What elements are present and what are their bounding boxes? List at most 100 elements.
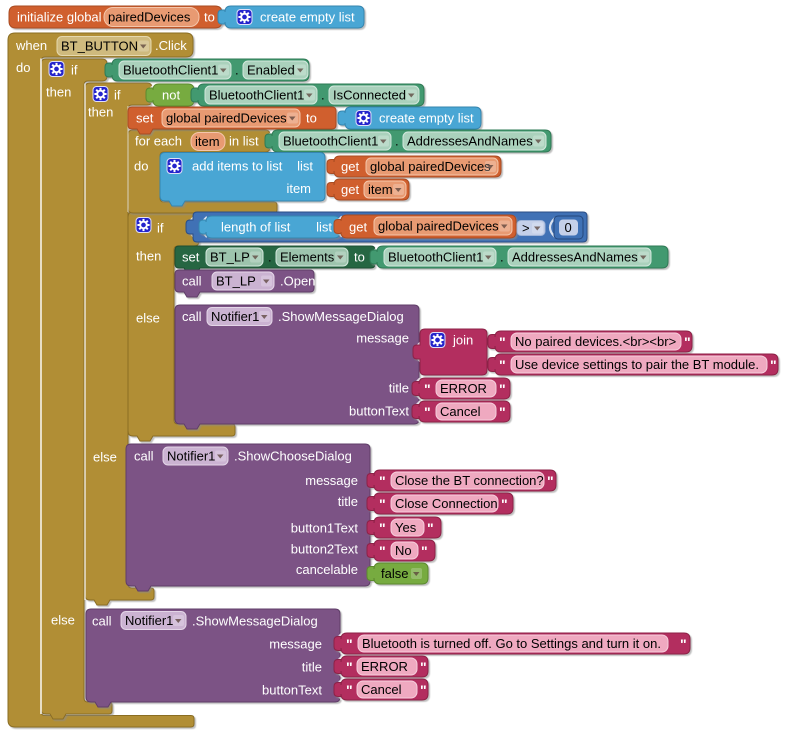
- svg-text:IsConnected: IsConnected: [333, 88, 406, 103]
- svg-text:Yes: Yes: [395, 520, 417, 535]
- svg-text:create empty list: create empty list: [260, 10, 355, 25]
- svg-text:.ShowChooseDialog: .ShowChooseDialog: [234, 449, 352, 464]
- svg-text:Enabled: Enabled: [247, 63, 295, 78]
- svg-text:message: message: [305, 473, 358, 488]
- svg-text:then: then: [88, 105, 113, 120]
- svg-text:if: if: [114, 88, 121, 103]
- svg-text:join: join: [452, 333, 473, 348]
- svg-text:Cancel: Cancel: [361, 682, 402, 697]
- svg-text:.: .: [235, 63, 239, 78]
- svg-text:set: set: [182, 250, 200, 265]
- svg-text:item: item: [195, 134, 220, 149]
- svg-text:": ": [421, 543, 428, 559]
- svg-text:then: then: [136, 249, 161, 264]
- svg-text:": ": [420, 682, 427, 698]
- svg-text:.: .: [500, 250, 504, 265]
- svg-text:": ": [379, 496, 386, 512]
- svg-text:Use device settings to pair th: Use device settings to pair the BT modul…: [515, 357, 759, 372]
- svg-text:global pairedDevices: global pairedDevices: [166, 111, 287, 126]
- svg-text:Elements: Elements: [280, 250, 335, 265]
- svg-text:.: .: [395, 134, 399, 149]
- svg-text:": ": [346, 659, 353, 675]
- svg-text:": ": [424, 404, 431, 420]
- svg-text:": ": [684, 334, 691, 350]
- svg-text:": ": [420, 659, 427, 675]
- svg-text:title: title: [302, 660, 322, 675]
- svg-text:BluetoothClient1: BluetoothClient1: [283, 134, 378, 149]
- svg-text:to: to: [306, 111, 317, 126]
- svg-text:": ": [346, 636, 353, 652]
- svg-text:": ": [499, 334, 506, 350]
- svg-text:when: when: [15, 38, 47, 53]
- svg-text:": ": [499, 381, 506, 397]
- svg-text:": ": [770, 357, 777, 373]
- svg-text:Bluetooth is turned off. Go to: Bluetooth is turned off. Go to Settings …: [362, 636, 661, 651]
- svg-text:button2Text: button2Text: [291, 542, 359, 557]
- svg-text:BT_LP: BT_LP: [216, 274, 256, 289]
- svg-text:Notifier1: Notifier1: [211, 309, 259, 324]
- svg-text:>: >: [522, 221, 530, 236]
- svg-text:global pairedDevices: global pairedDevices: [370, 159, 491, 174]
- svg-text:message: message: [356, 331, 409, 346]
- svg-text:item: item: [368, 182, 393, 197]
- svg-text:BluetoothClient1: BluetoothClient1: [123, 63, 218, 78]
- svg-text:": ": [547, 473, 554, 489]
- svg-text:length of list: length of list: [221, 220, 291, 235]
- svg-text:No paired devices.<br><br>: No paired devices.<br><br>: [515, 334, 676, 349]
- svg-text:Cancel: Cancel: [440, 404, 481, 419]
- svg-text:button1Text: button1Text: [291, 521, 359, 536]
- svg-text:else: else: [136, 311, 160, 326]
- svg-text:ERROR: ERROR: [361, 659, 408, 674]
- svg-text:global pairedDevices: global pairedDevices: [378, 219, 499, 234]
- svg-text:set: set: [136, 111, 154, 126]
- svg-text:": ": [499, 357, 506, 373]
- svg-text:for each: for each: [135, 134, 182, 149]
- svg-text:get: get: [341, 182, 359, 197]
- svg-text:buttonText: buttonText: [349, 404, 409, 419]
- svg-text:then: then: [46, 85, 71, 100]
- svg-text:get: get: [349, 220, 367, 235]
- svg-text:.Click: .Click: [155, 38, 187, 53]
- svg-text:BT_LP: BT_LP: [210, 250, 250, 265]
- svg-text:Close Connection: Close Connection: [395, 496, 498, 511]
- svg-text:.Open: .Open: [280, 274, 315, 289]
- svg-text:": ": [346, 682, 353, 698]
- svg-text:to: to: [354, 250, 365, 265]
- svg-text:": ": [680, 636, 687, 652]
- svg-text:list: list: [297, 159, 313, 174]
- svg-text:": ": [379, 543, 386, 559]
- svg-text:title: title: [389, 381, 409, 396]
- svg-text:do: do: [134, 159, 148, 174]
- svg-text:else: else: [51, 613, 75, 628]
- svg-text:.ShowMessageDialog: .ShowMessageDialog: [192, 614, 318, 629]
- svg-text:if: if: [157, 221, 164, 236]
- svg-text:pairedDevices: pairedDevices: [108, 10, 191, 25]
- svg-text:.: .: [321, 88, 325, 103]
- svg-text:buttonText: buttonText: [262, 683, 322, 698]
- svg-text:": ": [427, 520, 434, 536]
- svg-text:BluetoothClient1: BluetoothClient1: [209, 88, 304, 103]
- svg-text:message: message: [269, 637, 322, 652]
- svg-text:in list: in list: [229, 134, 259, 149]
- svg-text:create empty list: create empty list: [379, 111, 474, 126]
- svg-text:call: call: [182, 309, 202, 324]
- svg-text:call: call: [182, 274, 202, 289]
- svg-text:AddressesAndNames: AddressesAndNames: [512, 250, 638, 265]
- svg-text:ERROR: ERROR: [440, 381, 487, 396]
- svg-text:title: title: [338, 494, 358, 509]
- svg-text:to: to: [204, 10, 215, 25]
- svg-text:call: call: [134, 449, 154, 464]
- svg-text:item: item: [286, 181, 311, 196]
- svg-text:if: if: [71, 63, 78, 78]
- svg-text:false: false: [381, 566, 408, 581]
- svg-text:Notifier1: Notifier1: [125, 613, 173, 628]
- svg-text:initialize global: initialize global: [17, 10, 102, 25]
- svg-text:": ": [379, 473, 386, 489]
- svg-text:Notifier1: Notifier1: [167, 449, 215, 464]
- svg-text:": ": [499, 404, 506, 420]
- svg-text:else: else: [93, 450, 117, 465]
- svg-text:BT_BUTTON: BT_BUTTON: [61, 39, 138, 54]
- svg-text:No: No: [395, 543, 412, 558]
- svg-text:": ": [379, 520, 386, 536]
- svg-text:0: 0: [565, 220, 572, 235]
